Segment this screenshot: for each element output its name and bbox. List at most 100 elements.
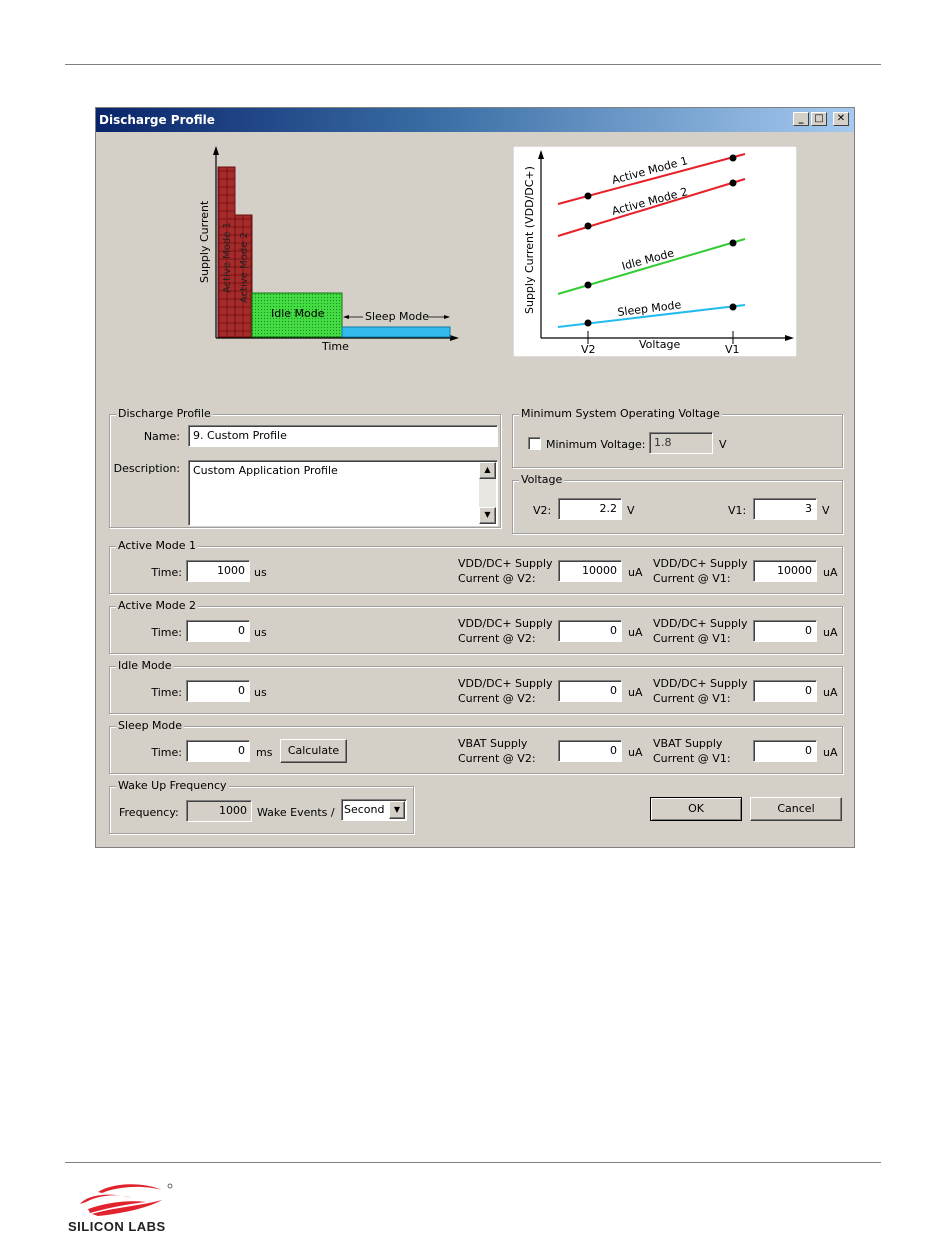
v2-current-label-2: Current @ V2: <box>458 632 536 645</box>
v1-current-label-2: Current @ V1: <box>653 692 731 705</box>
wake-unit-value: Second <box>344 803 385 816</box>
time-unit: us <box>254 686 267 699</box>
min-voltage-unit: V <box>719 438 727 451</box>
v1-field[interactable]: 3 <box>753 498 817 520</box>
active-mode-1-group: Active Mode 1 Time: 1000 us VDD/DC+ Supp… <box>109 539 843 594</box>
wake-up-frequency-legend: Wake Up Frequency <box>116 779 229 792</box>
chevron-down-icon[interactable]: ▼ <box>389 801 405 819</box>
scroll-up-button[interactable]: ▲ <box>479 462 496 479</box>
v2-tick-label: V2 <box>581 343 596 356</box>
v1-label: V1: <box>728 504 747 517</box>
active-mode-1-v2-field[interactable]: 10000 <box>558 560 622 582</box>
active-mode-2-time-field[interactable]: 0 <box>186 620 250 642</box>
minimize-button[interactable]: _ <box>793 112 809 126</box>
v2-field[interactable]: 2.2 <box>558 498 622 520</box>
sleep-mode-legend: Sleep Mode <box>116 719 185 732</box>
idle-mode-time-field[interactable]: 0 <box>186 680 250 702</box>
calculate-button[interactable]: Calculate <box>280 739 347 763</box>
window-title: Discharge Profile <box>99 113 215 127</box>
active-mode-1-time-field[interactable]: 1000 <box>186 560 250 582</box>
sleep-mode-v1-field[interactable]: 0 <box>753 740 817 762</box>
min-voltage-checkbox[interactable] <box>528 437 541 450</box>
v1-current-unit: uA <box>823 686 838 699</box>
min-voltage-field[interactable]: 1.8 <box>649 432 713 454</box>
sleep-mode-v2-field[interactable]: 0 <box>558 740 622 762</box>
brand-name: SILICON LABS <box>68 1219 166 1234</box>
description-textarea[interactable]: Custom Application Profile <box>188 460 498 526</box>
v1-current-label-1: VDD/DC+ Supply <box>653 677 748 690</box>
time-label: Time: <box>151 566 182 579</box>
time-unit: ms <box>256 746 273 759</box>
v1-current-label-1: VDD/DC+ Supply <box>653 557 748 570</box>
v2-current-label-1: VDD/DC+ Supply <box>458 617 553 630</box>
v2-label: V2: <box>533 504 552 517</box>
v1-tick-label: V1 <box>725 343 740 356</box>
time-label: Time: <box>151 686 182 699</box>
discharge-profile-legend: Discharge Profile <box>116 407 213 420</box>
name-label: Name: <box>143 430 180 443</box>
min-voltage-group: Minimum System Operating Voltage Minimum… <box>512 407 843 468</box>
active-mode-2-bar-label: Active Mode 2 <box>239 232 250 303</box>
v1-current-unit: uA <box>823 566 838 579</box>
footer-rule <box>65 1162 881 1163</box>
frequency-label: Frequency: <box>119 806 179 819</box>
v1-unit: V <box>822 504 830 517</box>
x-axis-label: Time <box>321 340 349 353</box>
v2-current-unit: uA <box>628 626 643 639</box>
v1-current-unit: uA <box>823 746 838 759</box>
close-button[interactable]: ✕ <box>833 112 849 126</box>
v2-current-label-2: Current @ V2: <box>458 692 536 705</box>
active-mode-1-v1-field[interactable]: 10000 <box>753 560 817 582</box>
wake-events-label: Wake Events / <box>257 806 335 819</box>
sleep-mode-group: Sleep Mode Time: 0 ms Calculate VBAT Sup… <box>109 719 843 774</box>
voltage-legend: Voltage <box>519 473 565 486</box>
v1-current-label-1: VBAT Supply <box>653 737 723 750</box>
idle-mode-bar <box>251 292 343 338</box>
idle-mode-v2-field[interactable]: 0 <box>558 680 622 702</box>
name-field[interactable]: 9. Custom Profile <box>188 425 498 447</box>
description-text: Custom Application Profile <box>193 464 338 477</box>
right-x-axis-label: Voltage <box>639 338 680 351</box>
v2-unit: V <box>627 504 635 517</box>
header-rule <box>65 64 881 65</box>
idle-mode-v1-field[interactable]: 0 <box>753 680 817 702</box>
maximize-button[interactable]: □ <box>811 112 827 126</box>
active-mode-1-legend: Active Mode 1 <box>116 539 198 552</box>
min-voltage-label: Minimum Voltage: <box>546 438 646 451</box>
description-scrollbar[interactable]: ▲ ▼ <box>479 462 496 524</box>
v1-current-label-1: VDD/DC+ Supply <box>653 617 748 630</box>
description-label: Description: <box>113 462 180 475</box>
v1-current-label-2: Current @ V1: <box>653 572 731 585</box>
discharge-profile-group: Discharge Profile Name: 9. Custom Profil… <box>109 407 501 528</box>
active-mode-2-group: Active Mode 2 Time: 0 us VDD/DC+ Supply … <box>109 599 843 654</box>
time-unit: us <box>254 626 267 639</box>
active-mode-2-v1-field[interactable]: 0 <box>753 620 817 642</box>
v1-current-unit: uA <box>823 626 838 639</box>
current-vs-voltage-figure: Active Mode 1 Active Mode 2 Idle Mode Sl… <box>513 146 797 357</box>
idle-mode-group: Idle Mode Time: 0 us VDD/DC+ Supply Curr… <box>109 659 843 714</box>
v2-current-label-1: VDD/DC+ Supply <box>458 677 553 690</box>
cancel-button[interactable]: Cancel <box>750 797 842 821</box>
active-mode-1-bar-label: Active Mode 1 <box>222 222 233 293</box>
v2-current-label-2: Current @ V2: <box>458 752 536 765</box>
active-mode-2-v2-field[interactable]: 0 <box>558 620 622 642</box>
scroll-down-button[interactable]: ▼ <box>479 507 496 524</box>
wake-up-frequency-group: Wake Up Frequency Frequency: 1000 Wake E… <box>109 779 414 834</box>
frequency-field[interactable]: 1000 <box>186 800 252 822</box>
min-voltage-legend: Minimum System Operating Voltage <box>519 407 722 420</box>
idle-mode-legend: Idle Mode <box>116 659 174 672</box>
active-mode-2-legend: Active Mode 2 <box>116 599 198 612</box>
time-label: Time: <box>151 626 182 639</box>
sleep-mode-bar <box>341 326 451 338</box>
title-bar[interactable]: Discharge Profile _ □ ✕ <box>96 108 854 132</box>
sleep-mode-time-field[interactable]: 0 <box>186 740 250 762</box>
v2-current-unit: uA <box>628 566 643 579</box>
time-unit: us <box>254 566 267 579</box>
v2-current-label-1: VDD/DC+ Supply <box>458 557 553 570</box>
y-axis-label: Supply Current <box>198 200 211 283</box>
v2-current-unit: uA <box>628 686 643 699</box>
discharge-profile-window: Discharge Profile _ □ ✕ S <box>95 107 855 848</box>
discharge-timeline-figure: Sleep Mode Idle Mode Time Supply Current… <box>198 146 459 353</box>
time-label: Time: <box>151 746 182 759</box>
ok-button[interactable]: OK <box>650 797 742 821</box>
